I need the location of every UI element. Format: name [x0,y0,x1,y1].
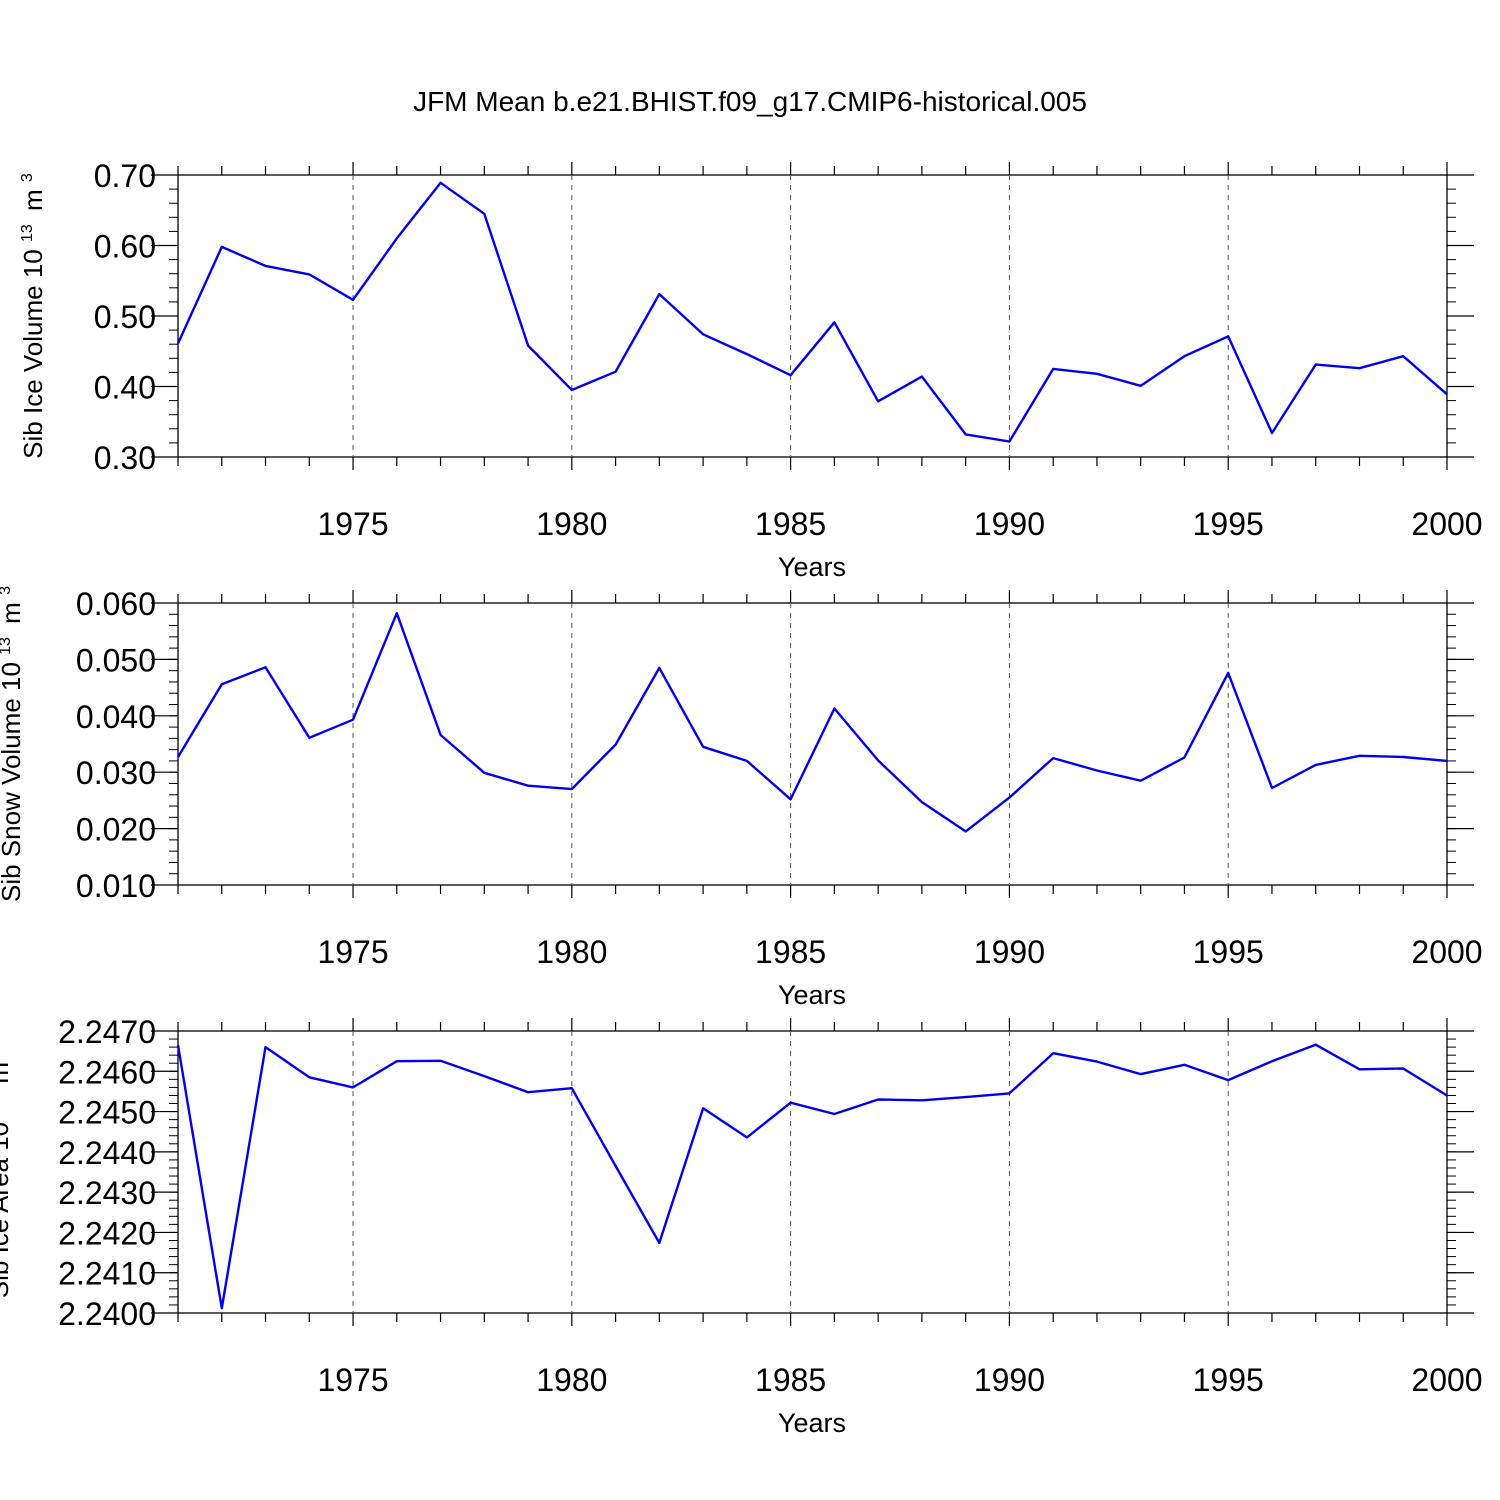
ice-y-tick-label: 0.50 [94,299,156,335]
snow-x-tick-label: 1980 [536,934,607,970]
area-x-tick-label: 1990 [974,1362,1045,1398]
area-x-tick-label: 1975 [317,1362,388,1398]
snow-y-axis-label: Sib Snow Volume 10 13 m 3 [0,586,26,902]
snow-x-tick-label: 1975 [317,934,388,970]
area-y-tick-label: 2.2400 [58,1296,156,1332]
area-x-tick-label: 1985 [755,1362,826,1398]
panel-snow-volume: 1975 1980 1985 1990 1995 2000 0.010 0.020 0.030 0… [0,586,1483,1010]
area-y-axis-label-sup: 12 [0,1097,2,1115]
ice-x-tick-label: 1980 [536,506,607,542]
snow-y-tick-label: 0.010 [76,868,156,904]
ice-x-tick-label: 1995 [1193,506,1264,542]
area-y-tick-label: 2.2420 [58,1215,156,1251]
ice-y-axis-label-unit: m [18,189,48,211]
ice-y-tick-label: 0.30 [94,440,156,476]
snow-y-axis-label-main: Sib Snow Volume 10 [0,662,26,902]
area-x-tick-label: 1995 [1193,1362,1264,1398]
snow-y-tick-label: 0.040 [76,699,156,735]
area-y-tick-label: 2.2470 [58,1014,156,1050]
ice-y-tick-label: 0.60 [94,229,156,265]
snow-axis-group: 1975 1980 1985 1990 1995 2000 0.010 0.020 0.030 0… [76,586,1483,970]
panel-ice-area: 1975 1980 1985 1990 1995 2000 2.2400 2.2410 2.24… [0,1014,1483,1438]
ice-x-tick-label: 1990 [974,506,1045,542]
snow-x-tick-label: 2000 [1411,934,1482,970]
snow-x-tick-label: 1990 [974,934,1045,970]
ice-y-tick-label: 0.70 [94,158,156,194]
area-axis-group: 1975 1980 1985 1990 1995 2000 2.2400 2.2410 2.24… [58,1014,1482,1398]
snow-y-axis-label-unit-sup: 3 [0,586,14,595]
area-y-axis-label-main: Sib Ice Area 10 [0,1122,14,1298]
snow-y-tick-label: 0.020 [76,812,156,848]
snow-x-tick-label: 1995 [1193,934,1264,970]
area-x-axis-label: Years [778,1408,846,1438]
area-y-axis-label: Sib Ice Area 10 12 m 2 [0,1046,14,1299]
area-x-tick-label: 1980 [536,1362,607,1398]
area-y-tick-label: 2.2430 [58,1175,156,1211]
figure-title: JFM Mean b.e21.BHIST.f09_g17.CMIP6-histo… [413,86,1087,117]
snow-plot-frame [177,602,1448,886]
ice-axis-group: 1975 1980 1985 1990 1995 2000 0.30 0.40 0.50 0.60… [94,158,1483,542]
panel-ice-volume: 1975 1980 1985 1990 1995 2000 0.30 0.40 0.50 0.60… [8,158,1483,582]
area-x-tick-label: 2000 [1411,1362,1482,1398]
snow-y-tick-label: 0.060 [76,586,156,622]
area-y-tick-label: 2.2410 [58,1256,156,1292]
ice-y-axis-label-sup: 13 [19,224,36,242]
snow-x-tick-label: 1985 [755,934,826,970]
snow-y-tick-label: 0.050 [76,642,156,678]
area-y-tick-label: 2.2440 [58,1135,156,1171]
ice-y-axis-label-unit-sup: 3 [19,173,36,182]
snow-y-axis-label-unit: m [0,602,26,624]
ice-y-axis-label-main: Sib Ice Volume 10 [18,249,48,459]
snow-y-axis-label-sup: 13 [0,637,14,655]
snow-series-line [176,612,1448,833]
ice-x-tick-label: 2000 [1411,506,1482,542]
ice-x-tick-label: 1985 [755,506,826,542]
ice-series-line [176,181,1448,443]
area-series-line [176,1043,1448,1310]
ice-x-axis-label: Years [778,552,846,582]
ice-y-tick-label: 0.40 [94,370,156,406]
ice-x-tick-label: 1975 [317,506,388,542]
area-y-tick-label: 2.2460 [58,1054,156,1090]
snow-y-tick-label: 0.030 [76,755,156,791]
area-y-tick-label: 2.2450 [58,1095,156,1131]
area-y-axis-label-unit-sup: 2 [0,1046,2,1055]
area-y-axis-label-unit: m [0,1062,14,1084]
ice-plot-frame [177,174,1448,458]
area-plot-frame [177,1030,1448,1314]
snow-x-axis-label: Years [778,980,846,1010]
ice-y-axis-label: Sib Ice Volume 10 13 m 3 [8,173,48,459]
